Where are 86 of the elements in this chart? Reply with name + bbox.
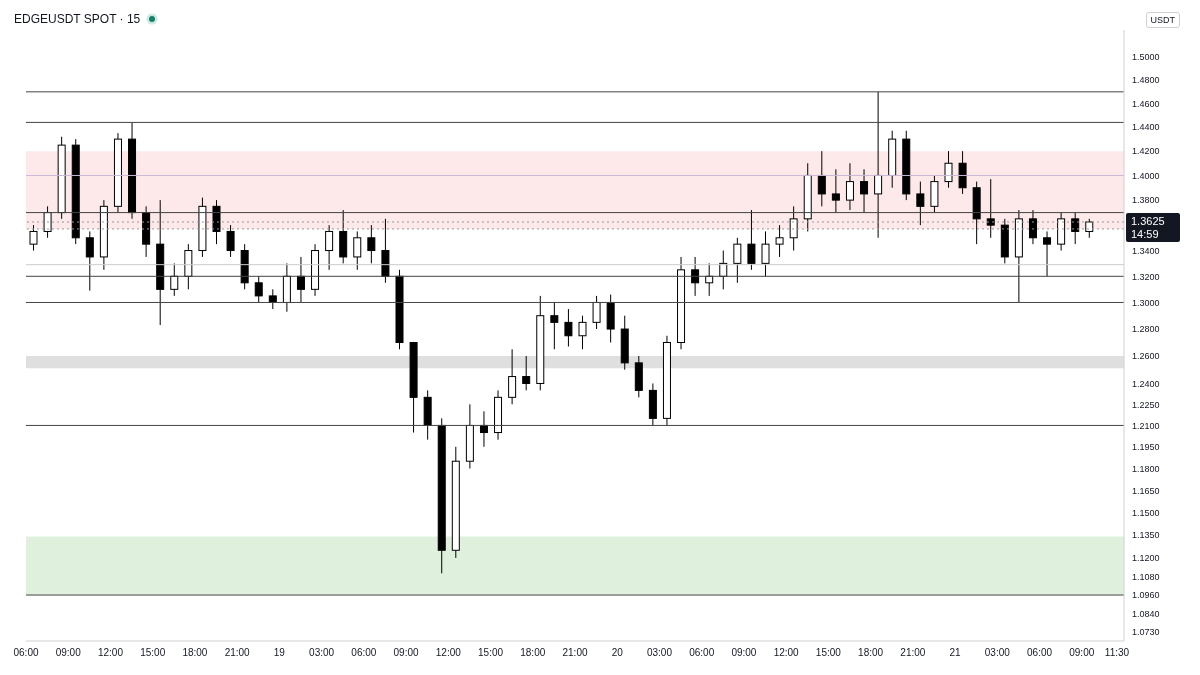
x-tick-label: 09:00 bbox=[1069, 647, 1095, 659]
y-tick-label: 1.0960 bbox=[1132, 590, 1160, 601]
x-tick-label: 15:00 bbox=[140, 647, 166, 659]
candlestick bbox=[296, 256, 305, 303]
y-tick-label: 1.1650 bbox=[1132, 485, 1160, 496]
x-tick-label: 09:00 bbox=[393, 647, 420, 659]
x-tick-label: 21:00 bbox=[900, 647, 926, 659]
ref-line-label: 1.3625 bbox=[1131, 214, 1165, 227]
y-tick-label: 1.1200 bbox=[1132, 553, 1160, 564]
candlestick bbox=[874, 91, 883, 239]
x-tick-label: 20 bbox=[611, 647, 624, 659]
candlestick bbox=[775, 224, 784, 258]
x-tick-label: 15:00 bbox=[815, 647, 842, 659]
candlestick bbox=[170, 262, 179, 297]
candlestick bbox=[29, 224, 38, 252]
candlestick bbox=[592, 295, 601, 330]
candlestick bbox=[944, 150, 953, 189]
x-tick-label: 18:00 bbox=[520, 647, 546, 659]
x-tick-label: 15:00 bbox=[478, 647, 504, 659]
candlestick bbox=[508, 348, 517, 405]
candlestick bbox=[85, 230, 94, 292]
y-tick-label: 1.4400 bbox=[1132, 122, 1160, 133]
x-tick-label: 09:00 bbox=[55, 647, 82, 659]
y-tick-label: 1.2800 bbox=[1132, 324, 1160, 335]
candlestick bbox=[747, 209, 756, 271]
y-tick-label: 1.2100 bbox=[1132, 420, 1160, 431]
x-tick-label: 19 bbox=[273, 647, 286, 659]
candlestick bbox=[1043, 230, 1052, 277]
candlestick bbox=[761, 230, 770, 277]
chart-title: EDGEUSDT SPOT · 15 bbox=[14, 12, 141, 26]
candlestick bbox=[43, 205, 52, 239]
candlestick bbox=[578, 315, 587, 350]
candlestick bbox=[691, 256, 700, 297]
y-tick-label: 1.1950 bbox=[1132, 442, 1160, 453]
x-tick-label: 21:00 bbox=[562, 647, 588, 659]
candlestick bbox=[367, 224, 376, 264]
y-tick-label: 1.1800 bbox=[1132, 463, 1160, 474]
candlestick bbox=[860, 168, 869, 214]
x-tick-label: 18:00 bbox=[182, 647, 208, 659]
candlestick bbox=[254, 275, 263, 303]
text: 14:59 bbox=[1131, 227, 1159, 240]
x-tick-label: 12:00 bbox=[435, 647, 462, 659]
y-tick-label: 1.0730 bbox=[1132, 626, 1160, 637]
x-tick-label: 09:00 bbox=[731, 647, 757, 659]
y-tick-label: 1.2600 bbox=[1132, 351, 1160, 362]
y-tick-label: 1.2400 bbox=[1132, 378, 1160, 389]
x-tick-label: 06:00 bbox=[13, 647, 39, 659]
candlestick bbox=[817, 150, 826, 207]
y-tick-label: 1.2250 bbox=[1132, 399, 1160, 410]
candlestick bbox=[564, 308, 573, 348]
x-tick-label: 12:00 bbox=[97, 647, 124, 659]
y-tick-label: 1.1500 bbox=[1132, 507, 1160, 518]
x-tick-label: 21:00 bbox=[224, 647, 251, 659]
y-tick-label: 1.1080 bbox=[1132, 571, 1160, 582]
x-tick-label: 03:00 bbox=[309, 647, 335, 659]
x-tick-label: 06:00 bbox=[351, 647, 377, 659]
y-tick-label: 1.3000 bbox=[1132, 297, 1160, 308]
y-tick-label: 1.4200 bbox=[1132, 146, 1160, 157]
candlestick bbox=[522, 355, 531, 391]
x-tick-label: 21 bbox=[949, 647, 962, 659]
y-tick-label: 1.3400 bbox=[1132, 245, 1160, 256]
x-tick-label: 11:30 bbox=[1104, 647, 1130, 659]
y-tick-label: 1.4800 bbox=[1132, 75, 1160, 86]
y-axis-title: USDT bbox=[1145, 12, 1180, 28]
y-tick-label: 1.4600 bbox=[1132, 98, 1160, 109]
x-tick-label: 06:00 bbox=[1027, 647, 1053, 659]
candlestick bbox=[325, 224, 334, 271]
candlestick bbox=[226, 224, 235, 258]
x-tick-label: 06:00 bbox=[689, 647, 715, 659]
candlestick bbox=[550, 301, 559, 350]
y-tick-label: 1.1350 bbox=[1132, 530, 1160, 541]
candlestick bbox=[845, 162, 854, 211]
y-tick-label: 1.4000 bbox=[1132, 170, 1160, 181]
x-tick-label: 18:00 bbox=[858, 647, 884, 659]
x-tick-label: 03:00 bbox=[646, 647, 673, 659]
y-tick-label: 1.3200 bbox=[1132, 271, 1160, 282]
y-tick-label: 1.5000 bbox=[1132, 52, 1160, 63]
candlestick bbox=[733, 237, 742, 284]
x-tick-label: 12:00 bbox=[773, 647, 800, 659]
x-tick-label: 03:00 bbox=[984, 647, 1011, 659]
candlestick bbox=[353, 230, 362, 271]
y-tick-label: 1.0840 bbox=[1132, 609, 1160, 620]
candlestick bbox=[1085, 218, 1094, 239]
candlestick bbox=[916, 181, 925, 226]
candlestick bbox=[831, 168, 840, 214]
y-tick-label: 1.3800 bbox=[1132, 195, 1160, 206]
